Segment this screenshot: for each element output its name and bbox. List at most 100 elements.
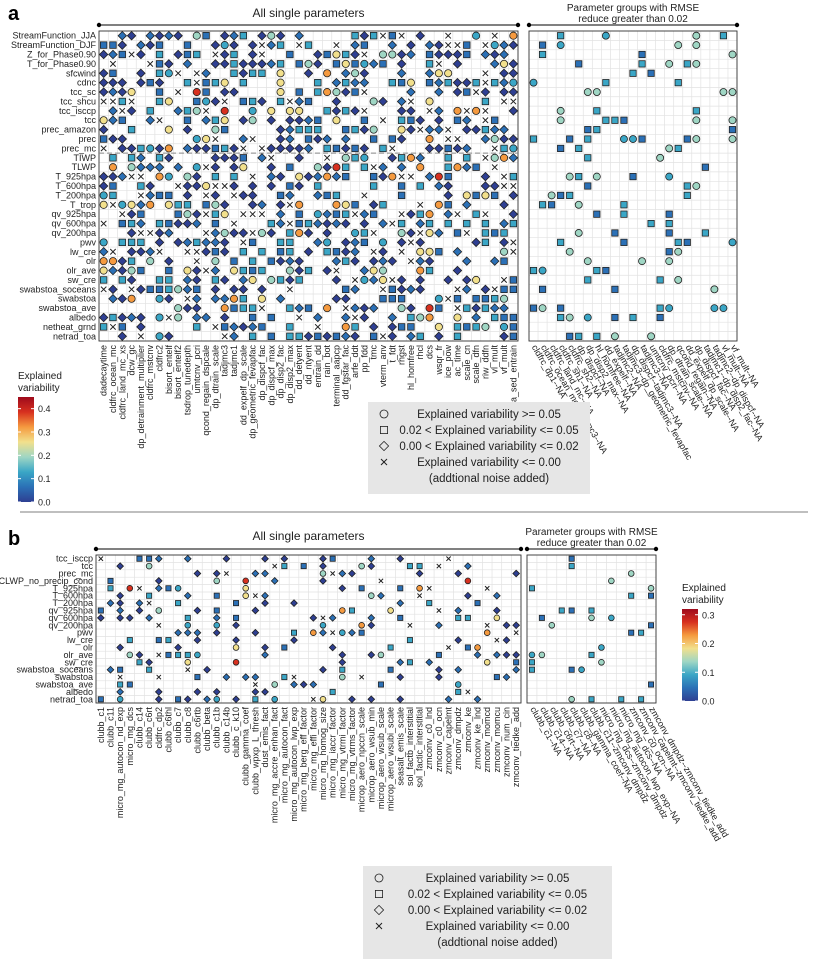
cell-diamond (462, 200, 472, 210)
cell-square (444, 201, 452, 209)
cell-cross (137, 229, 144, 237)
cell-square (444, 172, 452, 181)
cell-cross (109, 98, 117, 105)
cell-square (230, 304, 238, 312)
cell-cross (249, 135, 256, 143)
cell-circle (146, 257, 155, 266)
cell-diamond (471, 237, 481, 248)
cell-diamond (396, 658, 405, 667)
column-label: dp_disp2_fac (276, 345, 286, 399)
cell-circle (310, 629, 317, 636)
cell-cross-stroke (510, 239, 517, 246)
cell-diamond (492, 651, 501, 659)
cell-cross (351, 211, 359, 218)
cell-square (323, 144, 331, 153)
cell-diamond (173, 49, 183, 60)
cell-diamond (222, 673, 231, 681)
cell-diamond (328, 643, 337, 652)
cell-diamond (406, 209, 416, 219)
cell-square (146, 555, 153, 562)
cell-diamond (499, 40, 509, 50)
cell-diamond (257, 96, 267, 107)
cell-diamond (136, 153, 146, 163)
cell-cross (212, 182, 219, 190)
cell-diamond (154, 554, 163, 563)
cell-cross-stroke (240, 211, 247, 218)
cell-circle (184, 659, 192, 666)
cell-cross-stroke (482, 117, 489, 124)
cell-cross-stroke (482, 70, 489, 77)
cell-square (213, 592, 220, 599)
cell-cross-stroke (109, 60, 117, 67)
cell-circle (556, 41, 565, 50)
cell-cross (389, 276, 396, 284)
cell-cross-stroke (426, 107, 433, 114)
cell-diamond (210, 96, 221, 107)
column-label: dadecaytime (99, 345, 109, 396)
cell-diamond (512, 569, 521, 578)
cell-cross-stroke (252, 593, 258, 599)
cell-diamond (396, 599, 405, 607)
cell-cross-stroke (147, 229, 154, 237)
row-label: olr_ave (66, 266, 96, 276)
cell-cross-stroke (203, 192, 210, 199)
cell-cross-stroke (119, 107, 126, 114)
cell-diamond (257, 30, 267, 41)
cell-diamond (219, 275, 230, 285)
cell-circle (728, 116, 737, 125)
cell-diamond (117, 265, 128, 276)
cell-diamond (502, 621, 511, 630)
cell-diamond (136, 200, 146, 210)
bracket-end (526, 22, 532, 28)
column-label: clubb_c7 (173, 707, 183, 743)
cell-square (593, 332, 601, 340)
cell-square (281, 674, 288, 681)
cell-diamond (126, 143, 137, 154)
cell-diamond (275, 124, 286, 135)
cell-circle (692, 116, 701, 125)
symbol-legend: Explained variability >= 0.050.02 < Expl… (368, 402, 590, 494)
legend-box (363, 866, 612, 959)
cell-square (360, 41, 369, 49)
cell-square (351, 125, 359, 134)
cell-cross-stroke (398, 211, 405, 218)
cell-circle (220, 210, 229, 219)
row-label: netrad_toa (50, 694, 93, 704)
cell-circle (556, 106, 565, 115)
cell-square (701, 163, 709, 171)
cell-square (481, 125, 490, 134)
cell-square (314, 78, 322, 87)
cell-diamond (462, 256, 472, 266)
cell-circle (588, 614, 595, 622)
cell-diamond (443, 49, 453, 60)
cell-circle (220, 304, 229, 313)
cell-circle (647, 332, 656, 341)
cell-diamond (164, 293, 174, 304)
cell-diamond (219, 312, 230, 323)
row-label: T_925hpa (55, 172, 96, 182)
cell-square (557, 313, 565, 322)
cell-square (183, 41, 192, 49)
cell-diamond (210, 293, 221, 304)
cell-circle (416, 266, 425, 275)
column-label: vf_mult (499, 345, 509, 375)
cell-square (491, 295, 499, 303)
cell-diamond (396, 68, 407, 79)
cell-cross (100, 286, 107, 293)
cell-circle (127, 294, 136, 303)
cell-diamond (106, 665, 115, 674)
cell-cross-stroke (473, 88, 480, 96)
cell-cross (333, 267, 340, 274)
cell-cross-stroke (398, 173, 405, 180)
cell-square (239, 295, 247, 303)
cell-diamond (182, 275, 193, 285)
cell-diamond (338, 651, 347, 659)
cell-diamond (116, 562, 125, 570)
cell-square (647, 220, 655, 228)
cell-square (629, 313, 637, 322)
cell-diamond (126, 275, 137, 285)
cell-square (638, 60, 646, 68)
cell-circle (220, 116, 229, 125)
